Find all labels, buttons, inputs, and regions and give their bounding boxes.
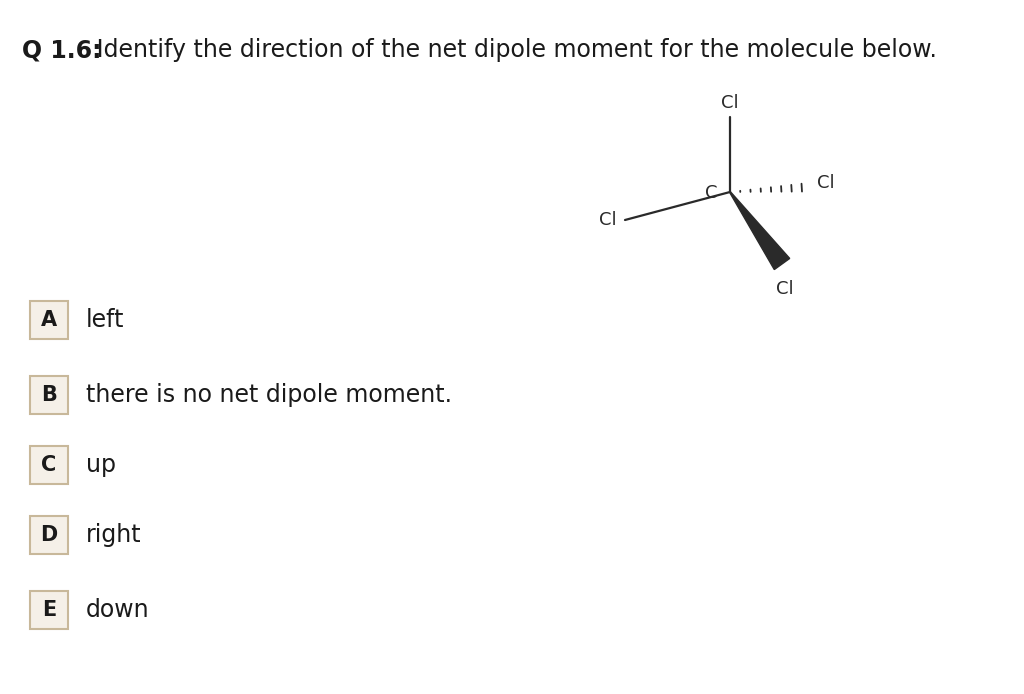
Text: A: A [41,310,57,330]
Text: Cl: Cl [599,211,617,229]
Text: C: C [41,455,56,475]
Text: left: left [86,308,125,332]
Text: Q 1.6:: Q 1.6: [22,38,101,62]
Text: D: D [40,525,57,545]
Polygon shape [729,192,790,269]
FancyBboxPatch shape [30,446,68,484]
Text: Cl: Cl [776,280,794,298]
Text: down: down [86,598,150,622]
Text: B: B [41,385,57,405]
Text: there is no net dipole moment.: there is no net dipole moment. [86,383,452,407]
Text: E: E [42,600,56,620]
FancyBboxPatch shape [30,376,68,414]
Text: up: up [86,453,116,477]
Text: Identify the direction of the net dipole moment for the molecule below.: Identify the direction of the net dipole… [89,38,937,62]
FancyBboxPatch shape [30,591,68,629]
Text: right: right [86,523,141,547]
Text: Cl: Cl [817,174,835,192]
Text: C: C [706,184,718,202]
Text: Cl: Cl [721,94,738,112]
FancyBboxPatch shape [30,516,68,554]
FancyBboxPatch shape [30,301,68,339]
